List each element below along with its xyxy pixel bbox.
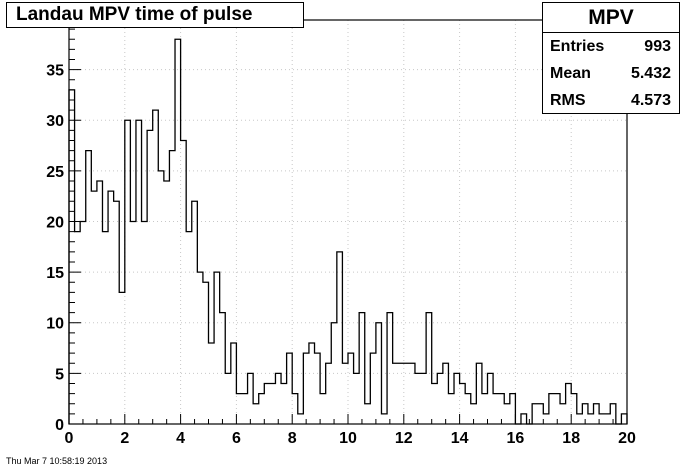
histogram-series (68, 38, 628, 425)
stats-mean-row: Mean 5.432 (543, 60, 679, 87)
timestamp-footer: Thu Mar 7 10:58:19 2013 (6, 456, 108, 466)
x-tick-label-20: 20 (618, 430, 636, 447)
x-tick-label-4: 4 (176, 430, 185, 447)
y-tick-label-30: 30 (46, 113, 64, 130)
stats-box: MPV Entries 993 Mean 5.432 RMS 4.573 (542, 2, 680, 114)
rms-value: 4.573 (630, 92, 671, 109)
y-tick-label-25: 25 (46, 164, 64, 181)
x-tick-label-8: 8 (288, 430, 297, 447)
y-tick-label-20: 20 (46, 214, 64, 231)
mean-label: Mean (550, 65, 591, 82)
stats-rms-row: RMS 4.573 (543, 87, 679, 114)
entries-value: 993 (644, 38, 671, 55)
stats-name: MPV (543, 3, 679, 33)
y-tick-label-35: 35 (46, 63, 64, 80)
x-tick-label-6: 6 (232, 430, 241, 447)
x-tick-label-18: 18 (562, 430, 580, 447)
rms-label: RMS (550, 92, 586, 109)
x-tick-label-2: 2 (120, 430, 129, 447)
y-tick-label-10: 10 (46, 316, 64, 333)
x-tick-label-0: 0 (65, 430, 74, 447)
y-tick-label-15: 15 (46, 265, 64, 282)
axes: 0 2 4 6 8 10 12 14 16 18 20 0 5 10 15 20 25 30 35 (46, 28, 636, 447)
x-tick-label-12: 12 (395, 430, 413, 447)
mean-value: 5.432 (630, 65, 671, 82)
stats-entries-row: Entries 993 (543, 33, 679, 60)
x-tick-label-10: 10 (339, 430, 357, 447)
x-tick-label-14: 14 (451, 430, 469, 447)
chart-title: Landau MPV time of pulse (6, 2, 304, 28)
x-tick-label-16: 16 (507, 430, 525, 447)
entries-label: Entries (550, 38, 605, 55)
y-tick-label-0: 0 (55, 417, 64, 434)
y-tick-label-5: 5 (55, 366, 64, 383)
